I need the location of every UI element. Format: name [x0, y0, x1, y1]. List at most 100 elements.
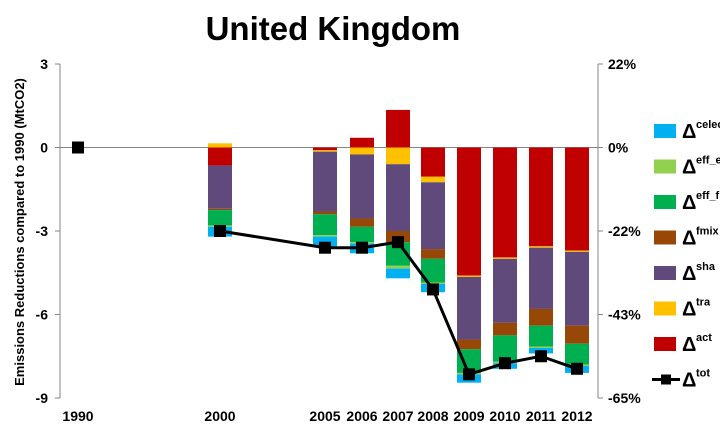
bar-act-2008	[421, 147, 445, 177]
y-tick-label: -9	[36, 390, 49, 406]
bar-eff_e-2008	[421, 282, 445, 284]
bar-eff_f-2011	[529, 325, 553, 347]
total-marker-2010	[499, 357, 511, 370]
x-tick-label: 2012	[561, 408, 592, 424]
legend-label-tot: Δ	[682, 370, 696, 392]
bar-fmix-2006	[350, 218, 374, 227]
legend-label-eff_f: Δ	[682, 192, 696, 214]
bar-fmix-2008	[421, 249, 445, 259]
bar-tra-2007	[386, 147, 410, 165]
legend-sup-tot: tot	[696, 368, 710, 380]
bar-eff_f-2005	[313, 214, 337, 236]
x-tick-label: 2009	[453, 408, 484, 424]
legend-swatch-celec	[654, 124, 676, 138]
legend-swatch-sha	[654, 266, 676, 280]
y-tick-label: -6	[36, 307, 49, 323]
bar-eff_f-2008	[421, 258, 445, 283]
legend-sup-act: act	[696, 332, 712, 344]
plot-area: 3 0 -3 -6 -9 22% 0% -22% -43% -65% 1990 2000 2005 200…	[36, 56, 642, 424]
bar-tra-2005	[313, 150, 337, 152]
bar-sha-2007	[386, 164, 410, 231]
total-marker-2000	[214, 225, 226, 237]
x-tick-label: 2007	[382, 408, 413, 424]
bar-fmix-2011	[529, 308, 553, 326]
legend-label-eff_e: Δ	[682, 157, 696, 179]
y2-tick-label: 22%	[608, 56, 637, 72]
y2-tick-label: -65%	[608, 390, 641, 406]
bar-fmix-2012	[565, 325, 589, 344]
bar-sha-2005	[313, 151, 337, 212]
legend-sup-celec: celec	[696, 119, 720, 131]
total-marker-2007	[392, 236, 404, 249]
legend-label-fmix: Δ	[682, 228, 696, 250]
bar-sha-2006	[350, 154, 374, 219]
x-tick-label: 2000	[204, 408, 235, 424]
bar-act-2000	[208, 147, 232, 166]
chart-title: United Kingdom	[206, 10, 461, 47]
bar-eff_e-2011	[529, 346, 553, 348]
bar-tra-2006	[350, 147, 374, 155]
bar-fmix-2005	[313, 211, 337, 215]
bar-eff_e-2005	[313, 235, 337, 237]
bar-sha-2010	[493, 258, 517, 323]
total-marker-1990	[72, 141, 84, 154]
x-tick-label: 1990	[62, 408, 93, 424]
x-tick-label: 2011	[526, 408, 557, 424]
legend-sup-eff_e: eff_e	[696, 155, 720, 167]
legend-label-tra: Δ	[682, 299, 696, 321]
bar-tra-2009	[457, 275, 481, 277]
y2-tick-label: -22%	[608, 223, 641, 239]
bar-tra-2010	[493, 257, 517, 259]
legend-swatch-fmix	[654, 230, 676, 245]
bar-sha-2012	[565, 251, 589, 326]
bar-act-2010	[493, 147, 517, 258]
bar-tra-2008	[421, 176, 445, 183]
y-tick-label: -3	[36, 223, 49, 239]
bar-sha-2008	[421, 182, 445, 250]
legend-sup-sha: sha	[696, 261, 716, 273]
y-axis-label: Emissions Reductions compared to 1990 (M…	[12, 78, 27, 386]
legend-marker-tot	[661, 374, 671, 385]
y2-tick-label: -43%	[608, 307, 641, 323]
bar-elec-2007	[386, 268, 410, 279]
total-marker-2008	[427, 283, 439, 296]
bar-elec-2005	[313, 236, 337, 247]
legend-label-celec: Δ	[682, 121, 696, 143]
bar-eff_e-2007	[386, 265, 410, 269]
total-marker-2009	[463, 368, 475, 381]
total-marker-2006	[356, 241, 368, 254]
legend-swatch-eff_f	[654, 195, 676, 209]
bar-tra-2000	[208, 143, 232, 148]
legend-swatch-tra	[654, 301, 676, 316]
x-tick-label: 2008	[417, 408, 448, 424]
x-tick-label: 2005	[309, 408, 340, 424]
bar-sha-2009	[457, 276, 481, 340]
legend-sup-tra: tra	[696, 297, 711, 309]
bar-act-2009	[457, 147, 481, 276]
bar-sha-2011	[529, 247, 553, 309]
bar-act-2005	[313, 147, 337, 151]
legend-swatch-eff_e	[654, 159, 676, 174]
bar-sha-2000	[208, 165, 232, 209]
x-tick-label: 2006	[346, 408, 377, 424]
x-tick-label: 2010	[489, 408, 520, 424]
total-marker-2005	[319, 241, 331, 254]
total-marker-2011	[535, 350, 547, 363]
y-tick-label: 3	[40, 56, 48, 72]
bar-eff_f-2000	[208, 210, 232, 226]
legend-sup-fmix: fmix	[696, 226, 720, 238]
bar-eff_f-2012	[565, 343, 589, 365]
bar-fmix-2009	[457, 339, 481, 350]
legend-label-act: Δ	[682, 334, 696, 356]
bar-act-2012	[565, 147, 589, 251]
bar-tra-2012	[565, 250, 589, 252]
bar-fmix-2010	[493, 322, 517, 336]
legend-sup-eff_f: eff_f	[696, 190, 720, 202]
bar-act-2011	[529, 147, 553, 247]
legend-label-sha: Δ	[682, 263, 696, 285]
bar-act-2006	[350, 137, 374, 148]
legend-swatch-act	[654, 337, 676, 351]
bar-act-2007	[386, 109, 410, 148]
total-marker-2012	[571, 362, 583, 375]
